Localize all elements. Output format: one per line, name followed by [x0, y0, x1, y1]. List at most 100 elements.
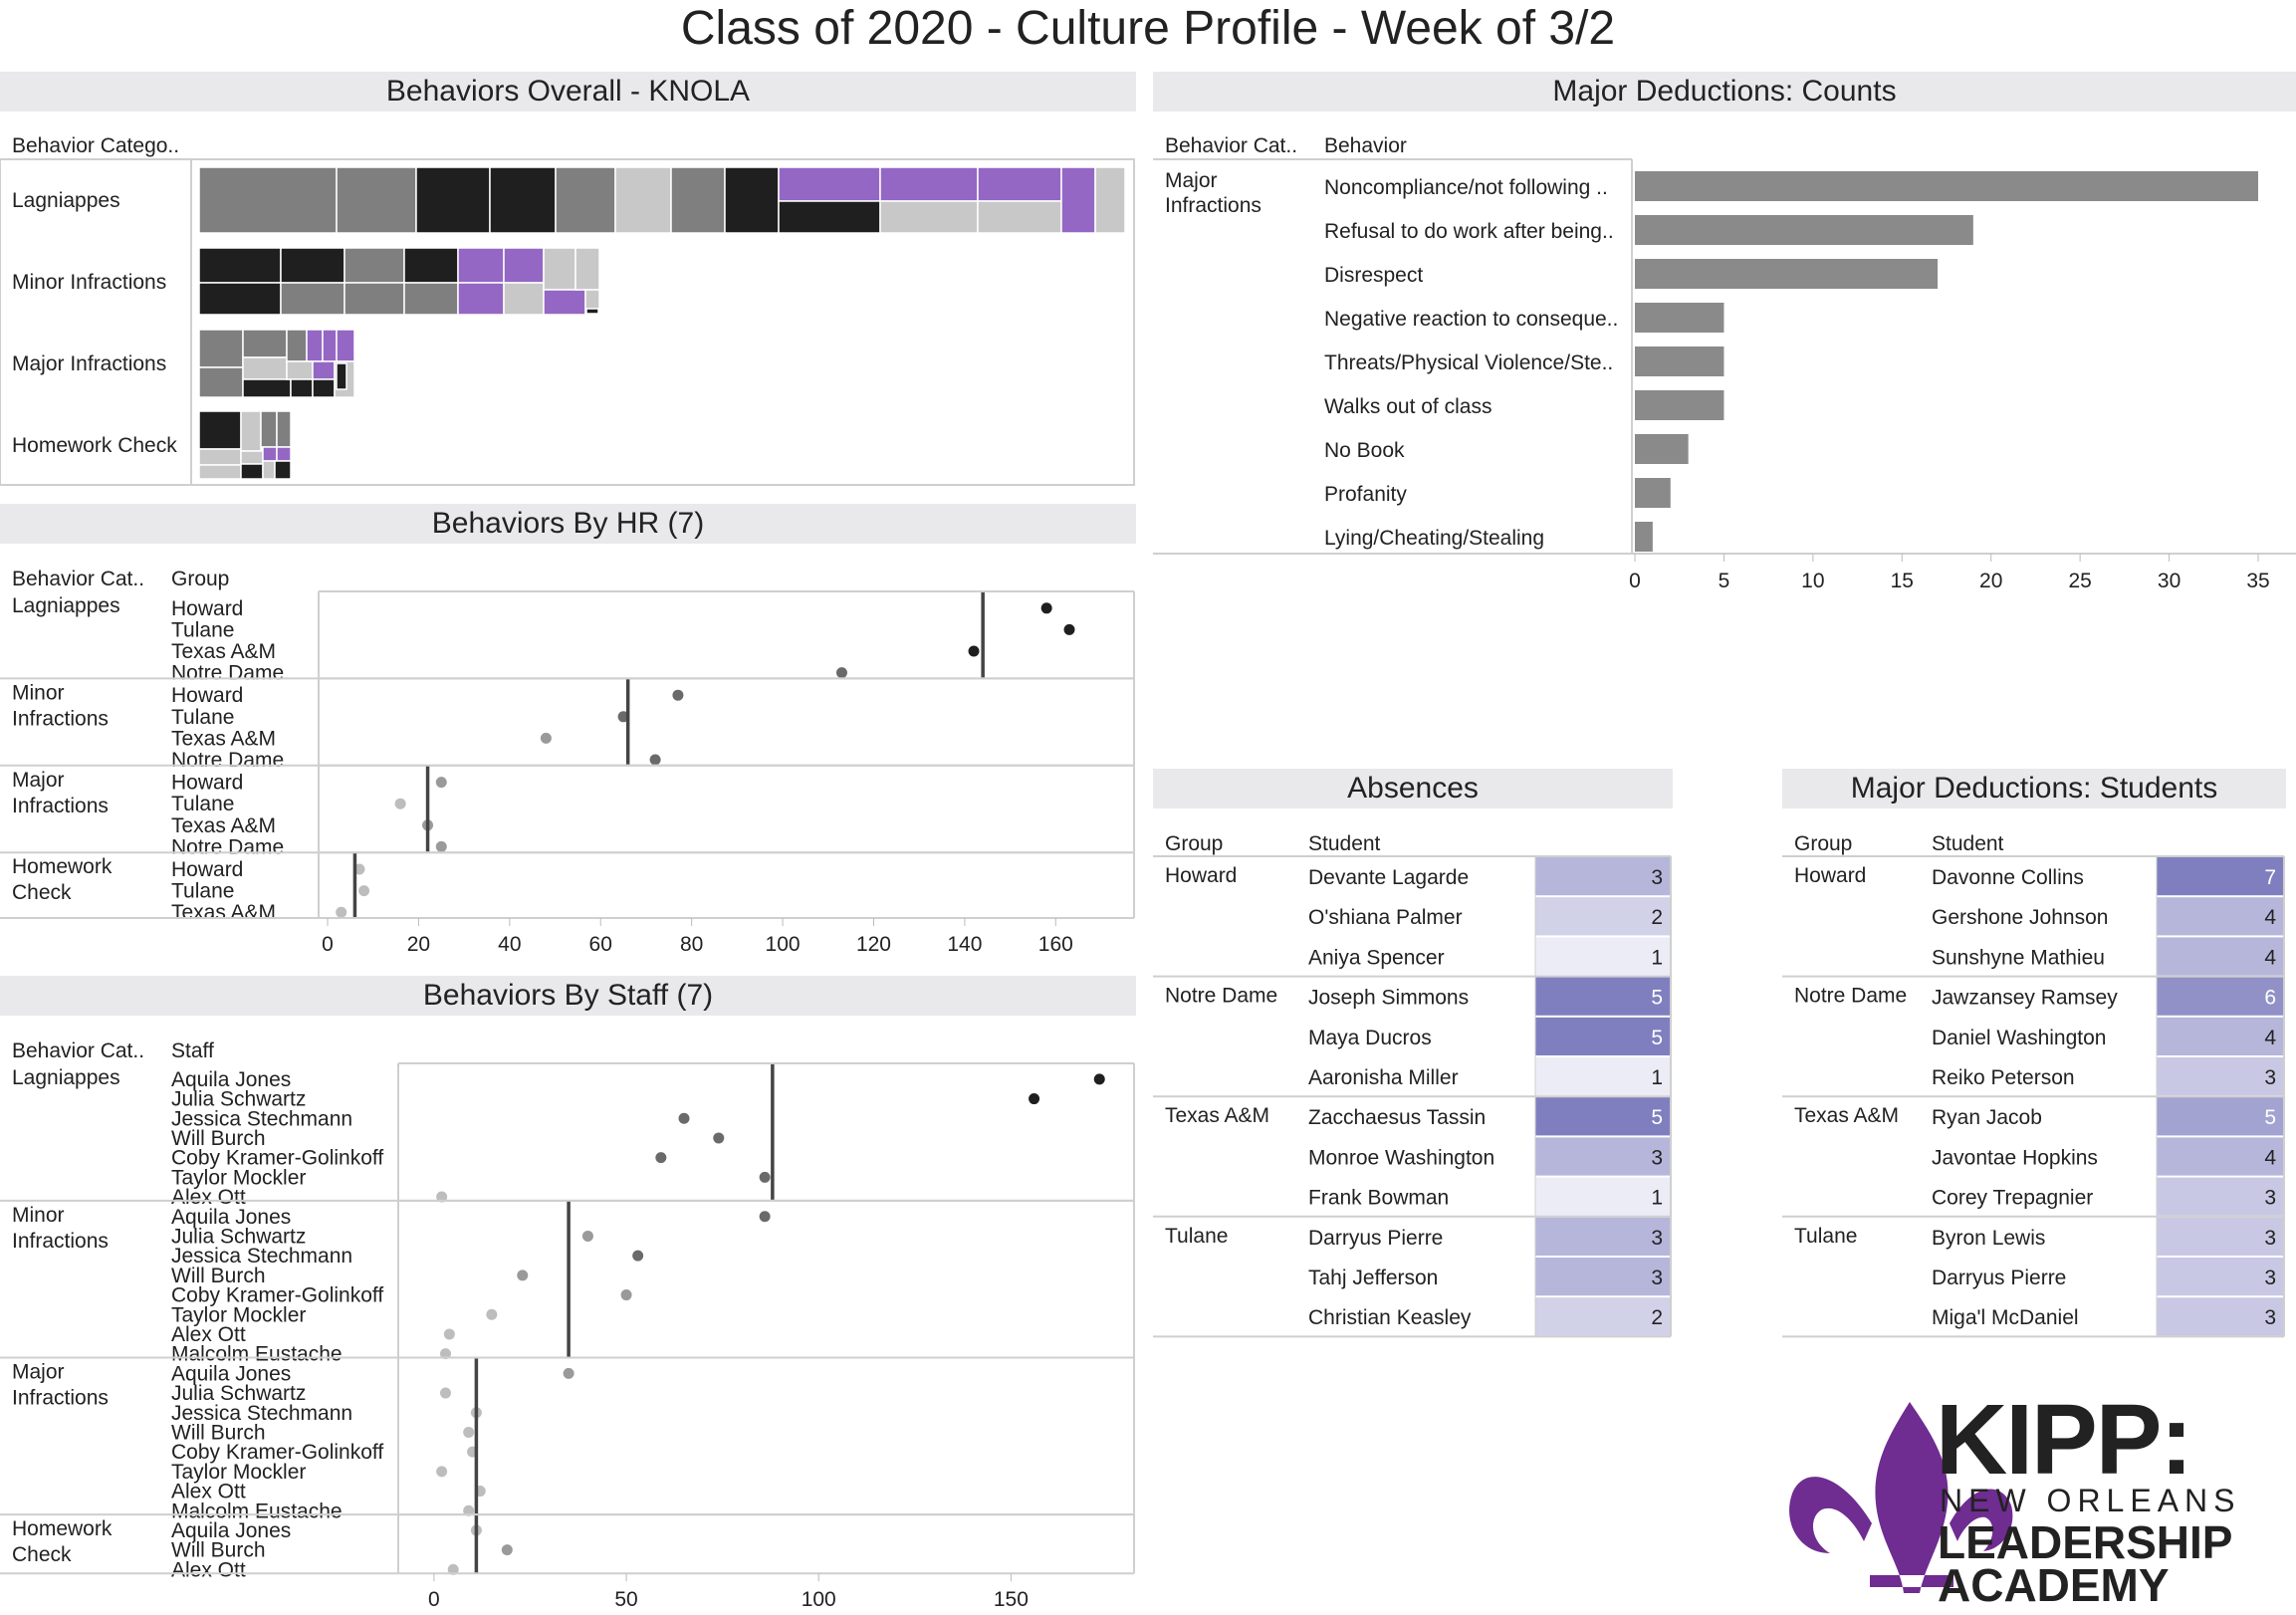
kipp-logo: KIPP: NEW ORLEANS LEADERSHIP ACADEMY [1789, 1384, 2240, 1611]
dot-row-label: Howard [171, 684, 243, 707]
students-col-header-2: Student [1932, 832, 2004, 855]
table-student-name: Aaronisha Miller [1308, 1066, 1459, 1089]
dot-category-line: Homework [12, 1517, 113, 1540]
absences-table: Group Student Howard Devante Lagarde 3 O'sh… [1153, 832, 1672, 1338]
table-value: 3 [2264, 1306, 2276, 1329]
dot-row-label: Coby Kramer-Golinkoff [171, 1441, 383, 1464]
counts-tick-label: 10 [1801, 570, 1824, 592]
table-value: 3 [2264, 1267, 2276, 1289]
dot-mark [435, 777, 447, 789]
dot-category-line: Major [12, 769, 65, 792]
dot-mark [1029, 1093, 1040, 1105]
dot-mark [501, 1544, 513, 1556]
counts-category-label: Major Infractions [1165, 169, 1262, 217]
dot-tick-label: 0 [428, 1588, 440, 1611]
dot-row-label: Taylor Mockler [171, 1461, 306, 1484]
treemap-cell [489, 166, 557, 234]
treemap-cell [344, 282, 405, 316]
staff-col-header-1: Behavior Cat.. [12, 1039, 144, 1062]
table-student-name: Frank Bowman [1308, 1187, 1449, 1210]
dot-mark [1040, 602, 1052, 614]
counts-bar [1635, 259, 1939, 289]
dot-category-line: Infractions [12, 1387, 109, 1410]
dot-category-line: Infractions [12, 1230, 109, 1253]
table-value: 5 [2264, 1106, 2276, 1129]
dot-row-label: Notre Dame [171, 835, 284, 858]
by-hr-chart: Behavior Cat.. Group Lagniappes HowardTul… [0, 568, 1135, 956]
table-student-name: Maya Ducros [1308, 1027, 1432, 1049]
table-value-cell [1535, 1017, 1671, 1055]
dot-mark [463, 1504, 475, 1516]
dot-mark [353, 863, 365, 875]
treemap-cell [585, 308, 599, 315]
dot-category-line: Lagniappes [12, 1066, 120, 1089]
dot-row-label: Jessica Stechmann [171, 1245, 352, 1268]
dot-mark [443, 1328, 455, 1340]
counts-behavior-label: Profanity [1324, 483, 1407, 506]
table-value: 3 [2264, 1066, 2276, 1089]
counts-behavior-label: Disrespect [1324, 264, 1423, 287]
table-value: 4 [2264, 1146, 2276, 1169]
counts-behavior-label: No Book [1324, 439, 1405, 462]
logo-line-2: NEW ORLEANS [1940, 1483, 2240, 1518]
overall-col-header: Behavior Catego.. [12, 134, 179, 157]
table-value: 3 [2264, 1187, 2276, 1210]
dot-row-label: Will Burch [171, 1127, 266, 1150]
counts-bar [1635, 303, 1724, 333]
page-title: Class of 2020 - Culture Profile - Week o… [680, 2, 1616, 55]
behaviors-overall-title: Behaviors Overall - KNOLA [0, 72, 1136, 112]
dot-category-line: Infractions [12, 795, 109, 817]
dot-category-line: Check [12, 881, 72, 904]
staff-col-header-2: Staff [171, 1039, 214, 1062]
dot-mark [439, 1387, 451, 1399]
treemap-cell [670, 166, 726, 234]
treemap-cell [198, 464, 242, 480]
dot-mark [394, 798, 406, 809]
counts-bar [1635, 390, 1724, 420]
dot-category-label: Minor Infractions [12, 1204, 109, 1253]
major-students-title: Major Deductions: Students [1782, 769, 2286, 808]
treemap-cell [240, 463, 264, 480]
major-counts-chart: Behavior Cat.. Behavior Major Infraction… [1153, 134, 2296, 592]
dot-mark [463, 1426, 475, 1438]
dot-row-label: Julia Schwartz [171, 1382, 306, 1405]
logo-line-1: KIPP: [1936, 1384, 2191, 1496]
treemap-cell [198, 448, 242, 466]
dot-row-label: Aquila Jones [171, 1519, 291, 1542]
dot-mark [358, 885, 370, 897]
dot-row-label: Coby Kramer-Golinkoff [171, 1284, 383, 1307]
dot-category-line: Major [12, 1361, 65, 1384]
table-value: 2 [1651, 906, 1663, 929]
treemap-cell [290, 378, 314, 398]
table-value-cell [1535, 977, 1671, 1016]
students-col-header-1: Group [1794, 832, 1852, 855]
treemap-cell [1060, 166, 1096, 234]
treemap-cell [240, 450, 264, 465]
table-value: 2 [1651, 1306, 1663, 1329]
dot-mark [632, 1250, 644, 1262]
treemap-cell [242, 356, 288, 380]
dot-tick-label: 80 [680, 933, 703, 956]
dot-mark [759, 1171, 771, 1183]
treemap-cell [286, 360, 314, 380]
table-value-cell [2157, 1217, 2284, 1256]
table-value-cell [2157, 857, 2284, 896]
dot-row-label: Will Burch [171, 1265, 266, 1287]
treemap-cell [198, 166, 338, 234]
treemap-cell [614, 166, 672, 234]
dot-row-label: Tulane [171, 706, 234, 729]
table-value: 4 [2264, 946, 2276, 969]
dot-row-label: Taylor Mockler [171, 1166, 306, 1189]
table-value-cell [2157, 1177, 2284, 1216]
dot-category-label: Minor Infractions [12, 681, 109, 730]
table-group-label: Tulane [1165, 1225, 1228, 1248]
table-student-name: Devante Lagarde [1308, 866, 1469, 889]
dot-category-line: Infractions [12, 707, 109, 730]
counts-bar [1635, 171, 2258, 201]
table-value-cell [1535, 1258, 1671, 1296]
dot-row-label: Texas A&M [171, 640, 276, 663]
dot-row-label: Alex Ott [171, 1481, 246, 1503]
table-value: 1 [1651, 946, 1663, 969]
table-group-label: Texas A&M [1794, 1104, 1899, 1127]
